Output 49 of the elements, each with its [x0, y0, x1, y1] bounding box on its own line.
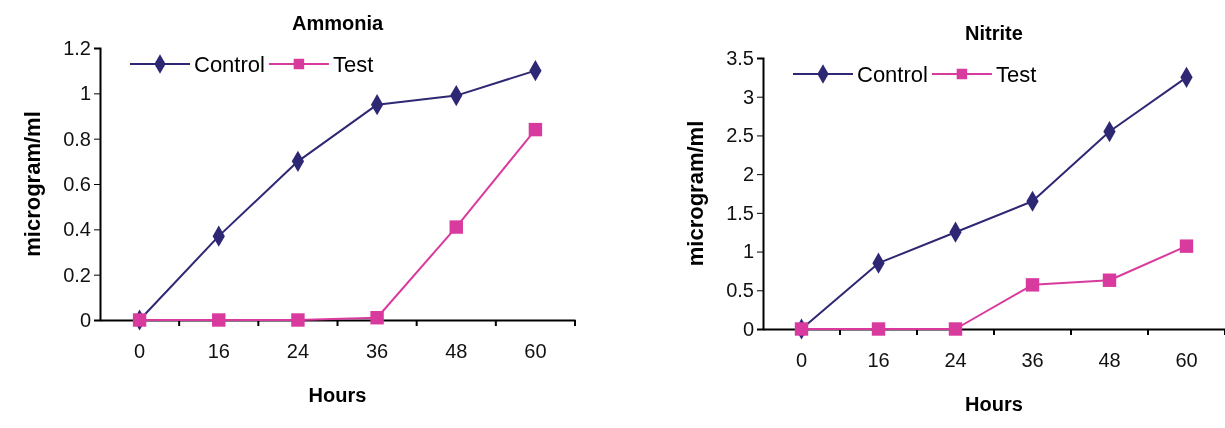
- x-tick-label: 0: [795, 349, 808, 372]
- x-tick-label: 48: [445, 340, 468, 363]
- y-tick-label: 0.4: [63, 218, 91, 241]
- y-tick-label: 0.8: [63, 127, 91, 150]
- point: [1025, 278, 1040, 292]
- y-tick-label: 3.5: [726, 46, 754, 69]
- x-tick-label: 16: [867, 349, 890, 372]
- y-tick-label: 1.2: [63, 36, 91, 59]
- y-tick-label: 2.5: [726, 124, 754, 147]
- point: [132, 313, 147, 327]
- point: [794, 322, 809, 336]
- y-tick-label: 0.2: [63, 263, 91, 286]
- x-tick-label: 60: [524, 340, 547, 363]
- legend-label: Control: [857, 62, 928, 87]
- x-tick-label: 36: [1021, 349, 1044, 372]
- x-tick-label: 16: [207, 340, 230, 363]
- x-axis-title: Hours: [308, 384, 367, 406]
- point: [1102, 273, 1117, 287]
- point: [291, 313, 305, 327]
- y-tick-label: 0.5: [726, 279, 754, 302]
- x-axis-title: Hours: [965, 393, 1023, 415]
- y-tick-label: 2: [742, 163, 754, 186]
- x-tick-label: 24: [286, 340, 310, 363]
- y-tick-label: 0: [79, 308, 91, 331]
- x-tick-label: 60: [1175, 349, 1198, 372]
- chart-title: Nitrite: [965, 22, 1023, 44]
- y-axis-title: microgram/ml: [683, 120, 708, 267]
- chart-title: Ammonia: [291, 12, 384, 34]
- x-tick-label: 24: [944, 349, 967, 372]
- point: [528, 122, 543, 137]
- y-tick-label: 0.6: [63, 172, 91, 195]
- x-tick-label: 36: [365, 340, 389, 363]
- y-tick-label: 0: [742, 317, 754, 340]
- point: [1179, 239, 1194, 253]
- point: [871, 322, 886, 336]
- y-axis-title: microgram/ml: [20, 111, 45, 257]
- y-tick-label: 1: [742, 240, 754, 263]
- legend-label: Control: [194, 52, 265, 77]
- point: [449, 220, 463, 234]
- point: [948, 322, 963, 336]
- y-tick-label: 1.5: [726, 201, 754, 224]
- point: [212, 313, 226, 327]
- point: [370, 311, 384, 325]
- legend-label: Test: [995, 62, 1037, 87]
- x-tick-label: 0: [134, 340, 146, 363]
- legend-label: Test: [332, 52, 374, 77]
- x-tick-label: 48: [1098, 349, 1121, 372]
- y-tick-label: 3: [742, 85, 754, 108]
- y-tick-label: 1: [79, 82, 91, 105]
